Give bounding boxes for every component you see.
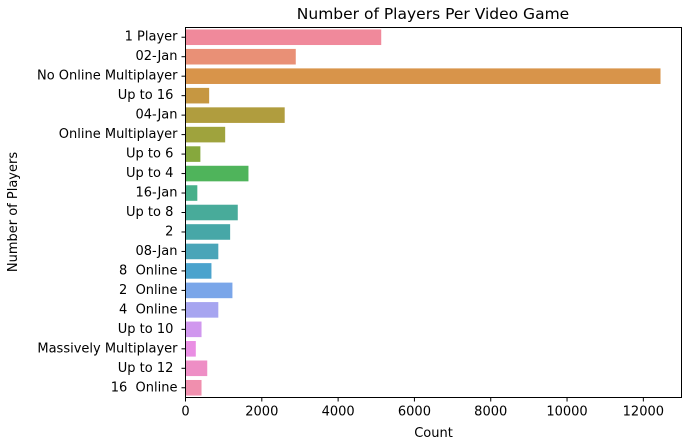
y-tick-label: 2 xyxy=(165,224,177,239)
bar-16-online xyxy=(185,379,202,396)
x-axis-title: Count xyxy=(414,426,453,441)
bar-online-multiplayer xyxy=(185,126,226,143)
bar-02-jan xyxy=(185,48,296,65)
y-tick-label: 16 Online xyxy=(111,380,178,395)
bar-massively-multiplayer xyxy=(185,341,196,357)
x-tick-label: 10000 xyxy=(546,405,587,420)
y-tick-label: Online Multiplayer xyxy=(59,127,178,142)
bar-up-to-12 xyxy=(185,360,208,377)
x-tick-label: 0 xyxy=(181,405,189,420)
bar-08-jan xyxy=(185,243,219,260)
x-tick-label: 8000 xyxy=(474,405,507,420)
bar-up-to-16 xyxy=(185,87,210,104)
bar-2-online xyxy=(185,282,233,299)
y-tick-label: 08-Jan xyxy=(136,244,178,259)
x-ticks: 0 2000 4000 6000 8000 10000 12000 xyxy=(181,397,664,420)
bar-up-to-10 xyxy=(185,321,202,338)
y-tick-label: Up to 16 xyxy=(118,88,178,103)
bar-up-to-4 xyxy=(185,165,249,182)
y-tick-label: 16-Jan xyxy=(136,186,178,201)
y-axis-title: Number of Players xyxy=(6,152,21,272)
bar-2 xyxy=(185,224,231,240)
bars-group xyxy=(185,29,661,396)
x-tick-label: 4000 xyxy=(322,405,355,420)
bar-up-to-8 xyxy=(185,204,238,221)
y-tick-label: 02-Jan xyxy=(136,49,178,64)
bar-8-online xyxy=(185,263,212,279)
y-tick-label: Up to 12 xyxy=(118,361,178,376)
y-tick-label: 1 Player xyxy=(125,30,179,45)
y-tick-label: 04-Jan xyxy=(136,108,178,123)
y-tick-label: Up to 10 xyxy=(118,322,178,337)
y-tick-label: Up to 6 xyxy=(126,147,178,162)
y-tick-label: Massively Multiplayer xyxy=(37,341,178,356)
x-tick-label: 2000 xyxy=(245,405,278,420)
bar-no-online-multiplayer xyxy=(185,68,661,84)
x-tick-label: 12000 xyxy=(623,405,664,420)
x-tick-label: 6000 xyxy=(398,405,431,420)
y-tick-label: No Online Multiplayer xyxy=(37,69,178,84)
bar-1-player xyxy=(185,29,382,46)
y-tick-label: Up to 4 xyxy=(126,166,178,181)
bar-4-online xyxy=(185,302,219,318)
bar-04-jan xyxy=(185,107,285,123)
y-tick-label: 4 Online xyxy=(119,302,177,317)
plot-frame xyxy=(185,27,682,398)
y-tick-label: Up to 8 xyxy=(126,205,178,220)
y-tick-label: 2 Online xyxy=(119,283,177,298)
bar-16-jan xyxy=(185,185,198,201)
y-tick-labels: 1 Player 02-Jan No Online Multiplayer Up to… xyxy=(37,30,186,395)
y-tick-label: 8 Online xyxy=(119,263,177,278)
bar-up-to-6 xyxy=(185,146,201,162)
chart-title: Number of Players Per Video Game xyxy=(297,5,569,23)
